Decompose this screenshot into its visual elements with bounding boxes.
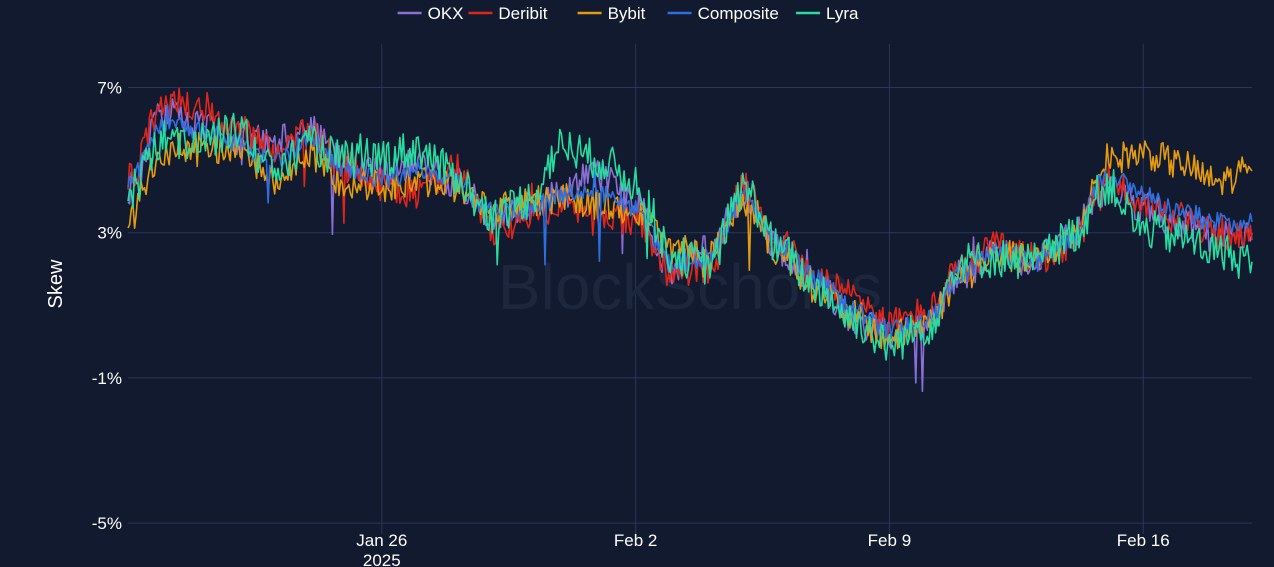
legend-item-composite[interactable]: Composite bbox=[667, 4, 779, 23]
x-tick-label: Feb 16 bbox=[1117, 531, 1170, 550]
y-tick-label: -5% bbox=[92, 514, 122, 533]
legend-item-bybit[interactable]: Bybit bbox=[577, 4, 646, 23]
y-tick-label: -1% bbox=[92, 369, 122, 388]
y-tick-label: 3% bbox=[97, 224, 122, 243]
legend-item-deribit[interactable]: Deribit bbox=[468, 4, 548, 23]
grid bbox=[128, 44, 1252, 534]
legend-label: Composite bbox=[698, 4, 779, 23]
y-tick-label: 7% bbox=[97, 79, 122, 98]
legend-label: OKX bbox=[428, 4, 464, 23]
legend-label: Lyra bbox=[826, 4, 859, 23]
x-tick-label: Jan 26 bbox=[356, 531, 407, 550]
legend-label: Bybit bbox=[608, 4, 646, 23]
legend-item-lyra[interactable]: Lyra bbox=[796, 4, 859, 23]
x-tick-label: Feb 9 bbox=[868, 531, 911, 550]
x-tick-sublabel: 2025 bbox=[363, 551, 401, 567]
series-line-lyra bbox=[127, 112, 1253, 361]
legend-label: Deribit bbox=[498, 4, 547, 23]
legend[interactable]: OKX Deribit Bybit Composite Lyra bbox=[397, 4, 859, 23]
legend-item-okx[interactable]: OKX bbox=[397, 4, 464, 23]
y-axis-label: Skew bbox=[45, 259, 67, 308]
y-axis: 7% 3% -1% -5% bbox=[92, 79, 122, 534]
x-tick-label: Feb 2 bbox=[614, 531, 657, 550]
plot-area bbox=[127, 87, 1253, 393]
